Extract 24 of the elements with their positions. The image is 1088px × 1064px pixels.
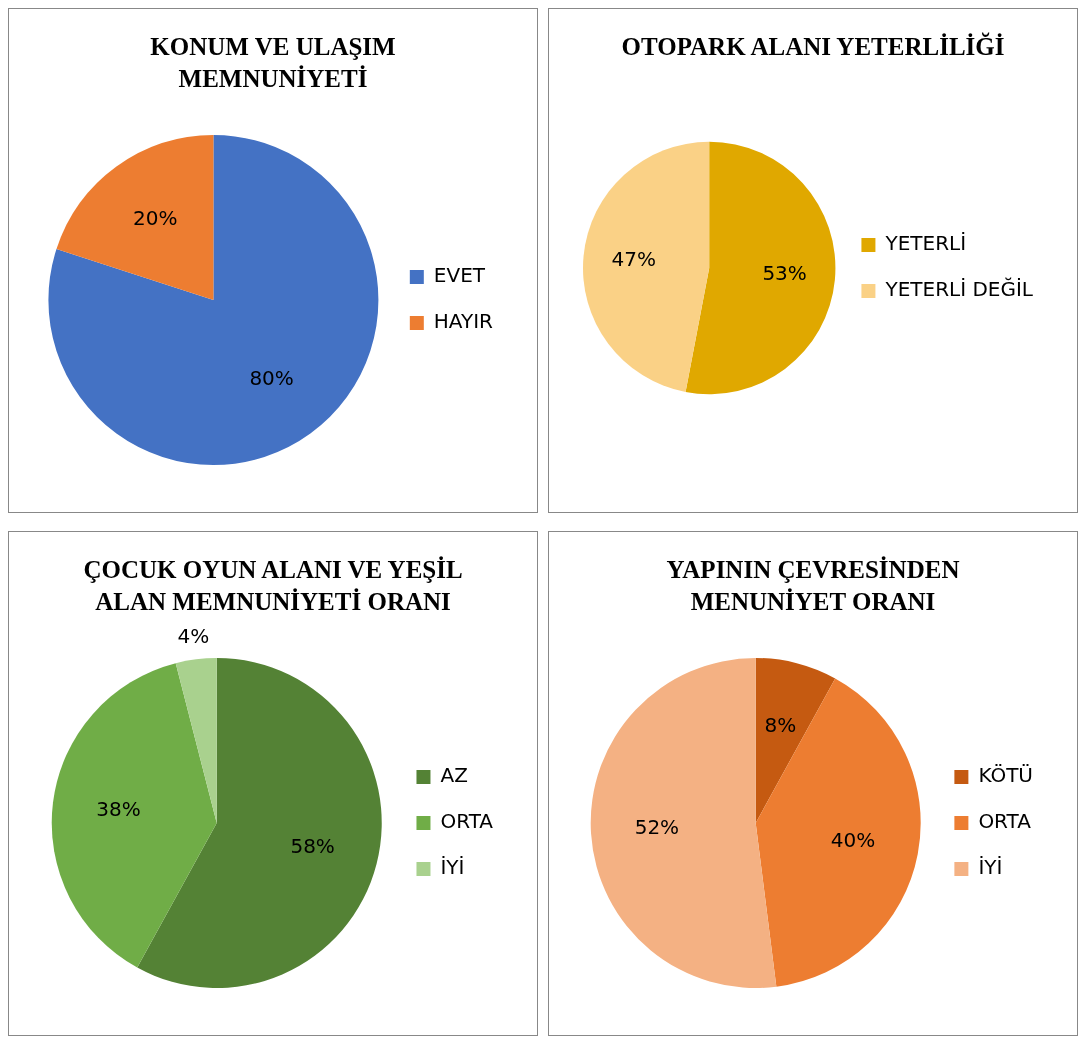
chart-title: YAPININ ÇEVRESİNDEN MENUNİYET ORANI xyxy=(665,555,961,617)
chart-title: ÇOCUK OYUN ALANI VE YEŞİL ALAN MEMNUNİYETİ ORANI xyxy=(82,555,464,617)
data-label: 52% xyxy=(634,815,680,840)
data-label: 4% xyxy=(177,623,210,648)
legend-label: YETERLİ DEĞİL xyxy=(884,277,1034,302)
data-label: 58% xyxy=(290,833,335,858)
data-label: 20% xyxy=(132,206,178,231)
data-label: 80% xyxy=(249,366,294,391)
data-label: 40% xyxy=(830,827,876,852)
legend-label: AZ xyxy=(440,763,468,788)
data-label: 38% xyxy=(96,796,141,821)
data-label: 53% xyxy=(762,261,807,286)
data-label: 8% xyxy=(764,713,797,738)
legend-label: YETERLİ xyxy=(884,231,967,256)
legend-label: HAYIR xyxy=(433,309,494,334)
chart-title: OTOPARK ALANI YETERLİLİĞİ xyxy=(620,31,1006,62)
legend-label: ORTA xyxy=(978,809,1032,834)
legend-label: İYİ xyxy=(978,855,1003,880)
legend-label: ORTA xyxy=(440,809,494,834)
legend-label: İYİ xyxy=(440,855,465,880)
legend-label: EVET xyxy=(433,263,486,288)
data-label: 47% xyxy=(611,247,657,272)
legend-label: KÖTÜ xyxy=(978,763,1034,788)
chart-title: KONUM VE ULAŞIM MEMNUNİYETİ xyxy=(149,32,397,94)
